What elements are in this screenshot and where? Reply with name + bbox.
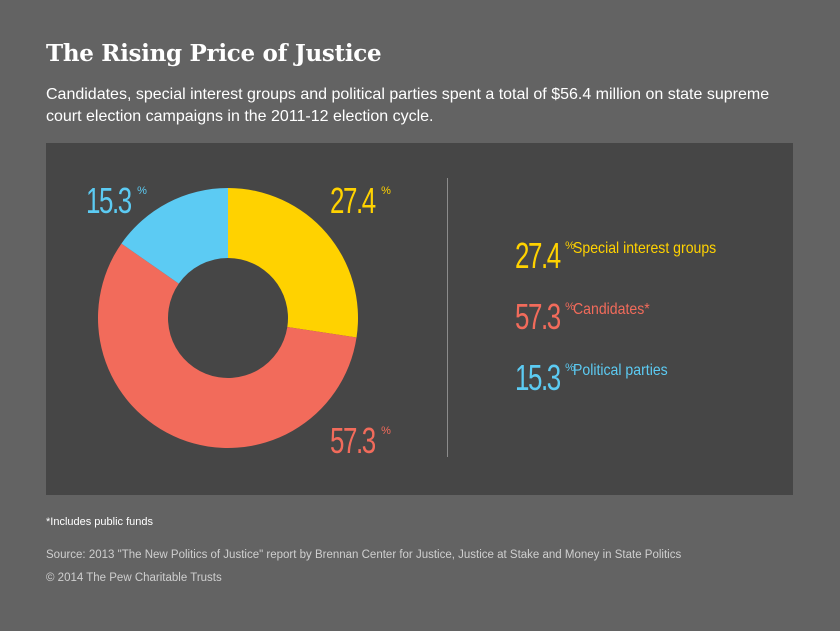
slice-value-special-interest: 27.4: [330, 180, 376, 221]
legend-item-candidates: 57.3 %Candidates*: [515, 296, 650, 337]
legend-label: Special interest groups: [573, 240, 717, 257]
chart-panel: [46, 143, 793, 495]
legend-value: 27.4: [515, 235, 561, 276]
copyright-note: © 2014 The Pew Charitable Trusts: [46, 572, 222, 584]
legend-label: Political parties: [573, 362, 668, 379]
slice-label-political-parties: 15.3%: [86, 180, 147, 221]
panel-divider: [447, 178, 448, 457]
slice-label-special-interest: 27.4%: [330, 180, 391, 221]
slice-value-political-parties: 15.3: [86, 180, 132, 221]
source-note: Source: 2013 "The New Politics of Justic…: [46, 549, 682, 561]
slice-label-candidates: 57.3%: [330, 420, 391, 461]
legend-label: Candidates*: [573, 301, 650, 318]
chart-subtitle: Candidates, special interest groups and …: [46, 86, 770, 125]
page-title: The Rising Price of Justice: [46, 40, 382, 67]
footnote: *Includes public funds: [46, 516, 154, 528]
legend-value: 57.3: [515, 296, 561, 337]
legend-value: 15.3: [515, 357, 561, 398]
slice-value-candidates: 57.3: [330, 420, 376, 461]
legend-item-political-parties: 15.3 %Political parties: [515, 357, 668, 398]
legend-item-special-interest: 27.4 %Special interest groups: [515, 235, 717, 276]
